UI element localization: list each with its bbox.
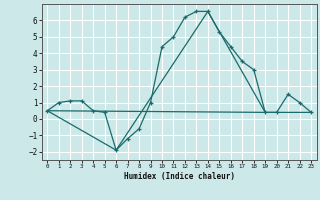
- X-axis label: Humidex (Indice chaleur): Humidex (Indice chaleur): [124, 172, 235, 181]
